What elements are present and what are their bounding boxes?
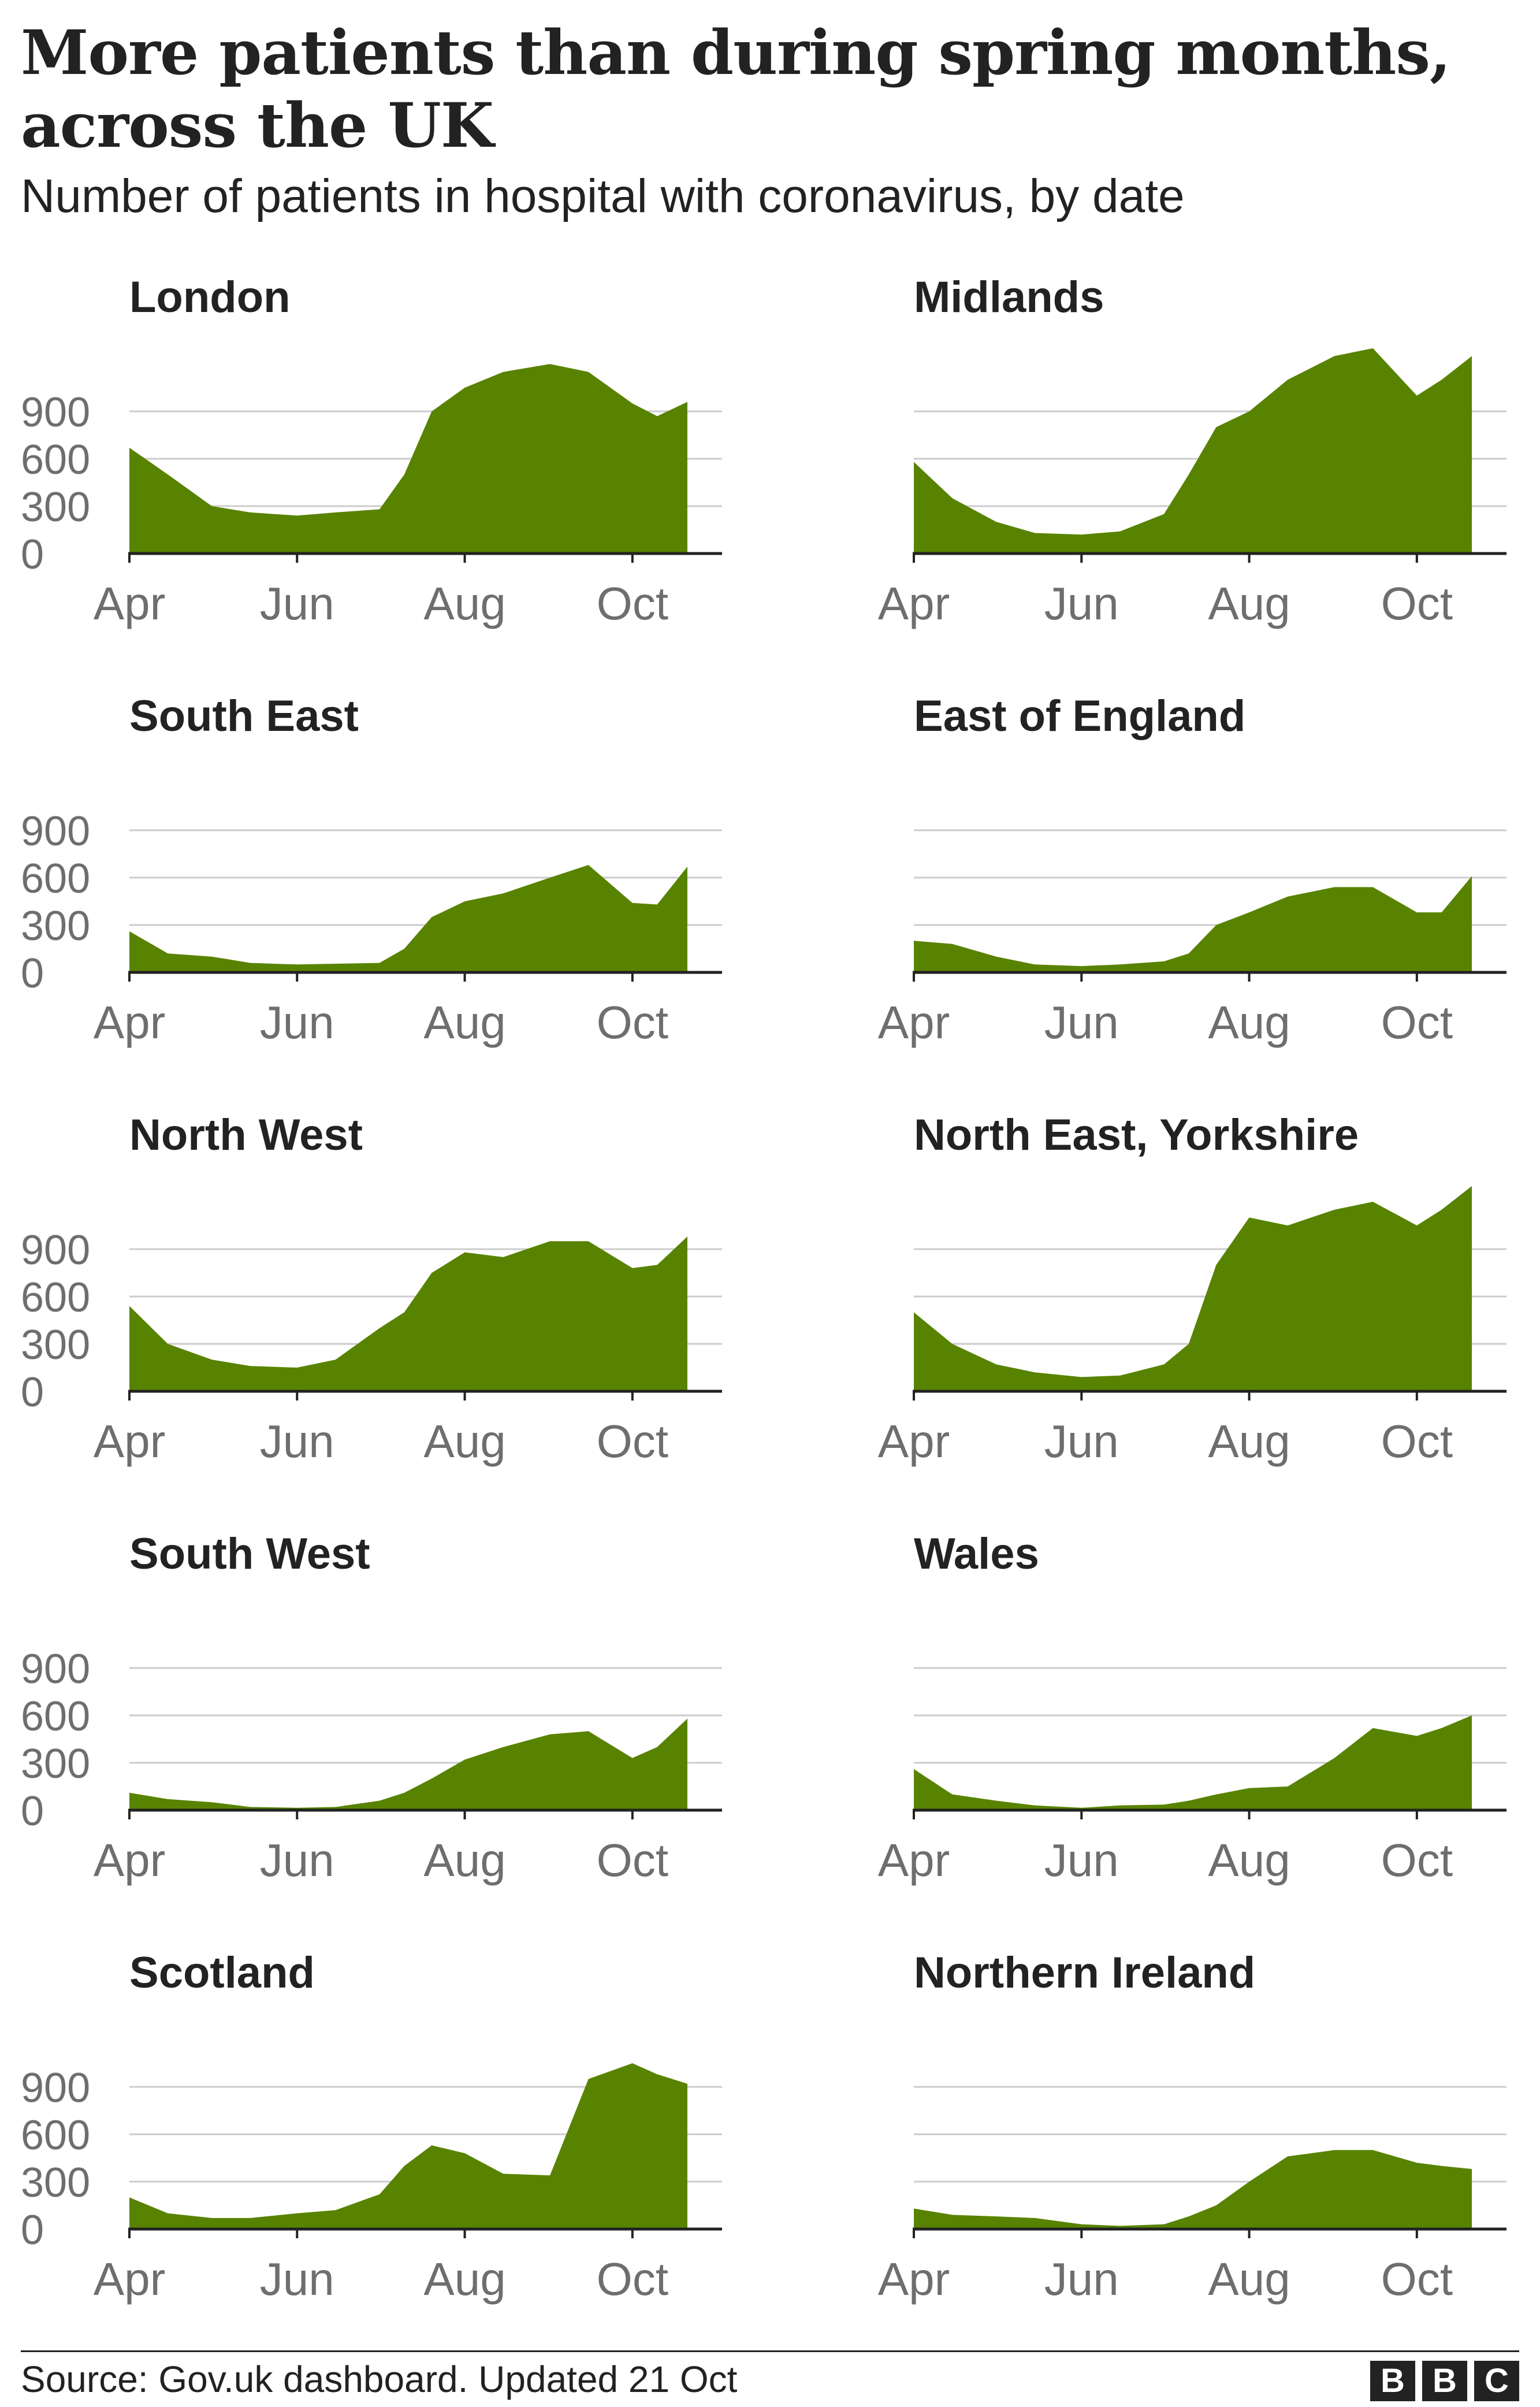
panel-title: Wales: [914, 1529, 1039, 1578]
series-area: [914, 1186, 1472, 1391]
x-tick-label: Aug: [1208, 1834, 1290, 1886]
x-tick-label: Oct: [597, 578, 668, 629]
series-area: [129, 364, 687, 554]
footer-divider: [21, 2350, 1519, 2352]
x-tick-label: Aug: [423, 2253, 505, 2305]
x-tick-label: Jun: [1044, 1416, 1119, 1467]
y-tick-label: 300: [21, 484, 90, 530]
x-tick-label: Aug: [423, 1834, 505, 1886]
y-tick-label: 300: [21, 1741, 90, 1787]
x-tick-label: Aug: [423, 578, 505, 629]
y-tick-label: 900: [21, 808, 90, 855]
x-tick-label: Jun: [1044, 2253, 1119, 2305]
series-area: [129, 1236, 687, 1391]
y-tick-label: 0: [21, 532, 44, 578]
panel-title: Scotland: [129, 1948, 315, 1997]
series-area: [129, 2063, 687, 2229]
panel-title: London: [129, 273, 291, 322]
y-tick-label: 600: [21, 1693, 90, 1740]
x-tick-label: Aug: [1208, 2253, 1290, 2305]
x-tick-label: Aug: [1208, 578, 1290, 629]
x-tick-label: Jun: [1044, 1834, 1119, 1886]
bbc-logo-letter: B: [1370, 2361, 1415, 2401]
series-area: [914, 876, 1472, 972]
series-area: [914, 2150, 1472, 2229]
x-tick-label: Oct: [597, 1416, 668, 1467]
x-tick-label: Aug: [1208, 997, 1290, 1048]
x-tick-label: Jun: [260, 997, 334, 1048]
x-tick-label: Apr: [94, 1834, 166, 1886]
bbc-logo: B B C: [1370, 2361, 1519, 2401]
x-tick-label: Jun: [260, 2253, 334, 2305]
panel-title: North West: [129, 1110, 363, 1160]
x-tick-label: Apr: [94, 578, 166, 629]
y-tick-label: 0: [21, 1369, 44, 1416]
x-tick-label: Jun: [1044, 578, 1119, 629]
x-tick-label: Apr: [878, 997, 950, 1048]
x-tick-label: Aug: [423, 1416, 505, 1467]
y-tick-label: 0: [21, 950, 44, 997]
x-tick-label: Jun: [260, 1834, 334, 1886]
series-area: [914, 1715, 1472, 1810]
panel-title: South West: [129, 1529, 370, 1578]
x-tick-label: Jun: [260, 578, 334, 629]
x-tick-label: Aug: [423, 997, 505, 1048]
x-tick-label: Apr: [878, 2253, 950, 2305]
y-tick-label: 0: [21, 1788, 44, 1834]
y-tick-label: 600: [21, 2112, 90, 2159]
y-tick-label: 600: [21, 437, 90, 483]
x-tick-label: Apr: [94, 2253, 166, 2305]
x-tick-label: Oct: [1381, 1834, 1453, 1886]
y-tick-label: 600: [21, 856, 90, 902]
y-tick-label: 300: [21, 2160, 90, 2206]
y-tick-label: 900: [21, 389, 90, 436]
x-tick-label: Oct: [597, 2253, 668, 2305]
x-tick-label: Oct: [1381, 578, 1453, 629]
source-note: Source: Gov.uk dashboard. Updated 21 Oct: [21, 2358, 738, 2400]
x-tick-label: Apr: [878, 1416, 950, 1467]
x-tick-label: Apr: [94, 997, 166, 1048]
series-area: [914, 348, 1472, 554]
x-tick-label: Oct: [597, 1834, 668, 1886]
x-tick-label: Oct: [1381, 2253, 1453, 2305]
y-tick-label: 300: [21, 903, 90, 949]
x-tick-label: Oct: [1381, 1416, 1453, 1467]
panel-title: North East, Yorkshire: [914, 1110, 1359, 1160]
panel-title: South East: [129, 692, 359, 741]
chart-title: More patients than during spring months,…: [21, 16, 1451, 161]
y-tick-label: 900: [21, 1646, 90, 1692]
series-area: [129, 865, 687, 972]
y-tick-label: 300: [21, 1322, 90, 1368]
panel-title: East of England: [914, 692, 1245, 741]
x-tick-label: Jun: [260, 1416, 334, 1467]
panel-title: Northern Ireland: [914, 1948, 1255, 1997]
x-tick-label: Oct: [597, 997, 668, 1048]
x-tick-label: Apr: [878, 1834, 950, 1886]
y-tick-label: 600: [21, 1275, 90, 1321]
y-tick-label: 900: [21, 1227, 90, 1273]
x-tick-label: Jun: [1044, 997, 1119, 1048]
bbc-logo-letter: B: [1422, 2361, 1467, 2401]
bbc-logo-letter: C: [1474, 2361, 1519, 2401]
panel-title: Midlands: [914, 273, 1104, 322]
x-tick-label: Aug: [1208, 1416, 1290, 1467]
x-tick-label: Apr: [878, 578, 950, 629]
series-area: [129, 1718, 687, 1810]
chart-subtitle: Number of patients in hospital with coro…: [21, 170, 1185, 222]
y-tick-label: 0: [21, 2207, 44, 2253]
y-tick-label: 900: [21, 2065, 90, 2111]
x-tick-label: Oct: [1381, 997, 1453, 1048]
x-tick-label: Apr: [94, 1416, 166, 1467]
